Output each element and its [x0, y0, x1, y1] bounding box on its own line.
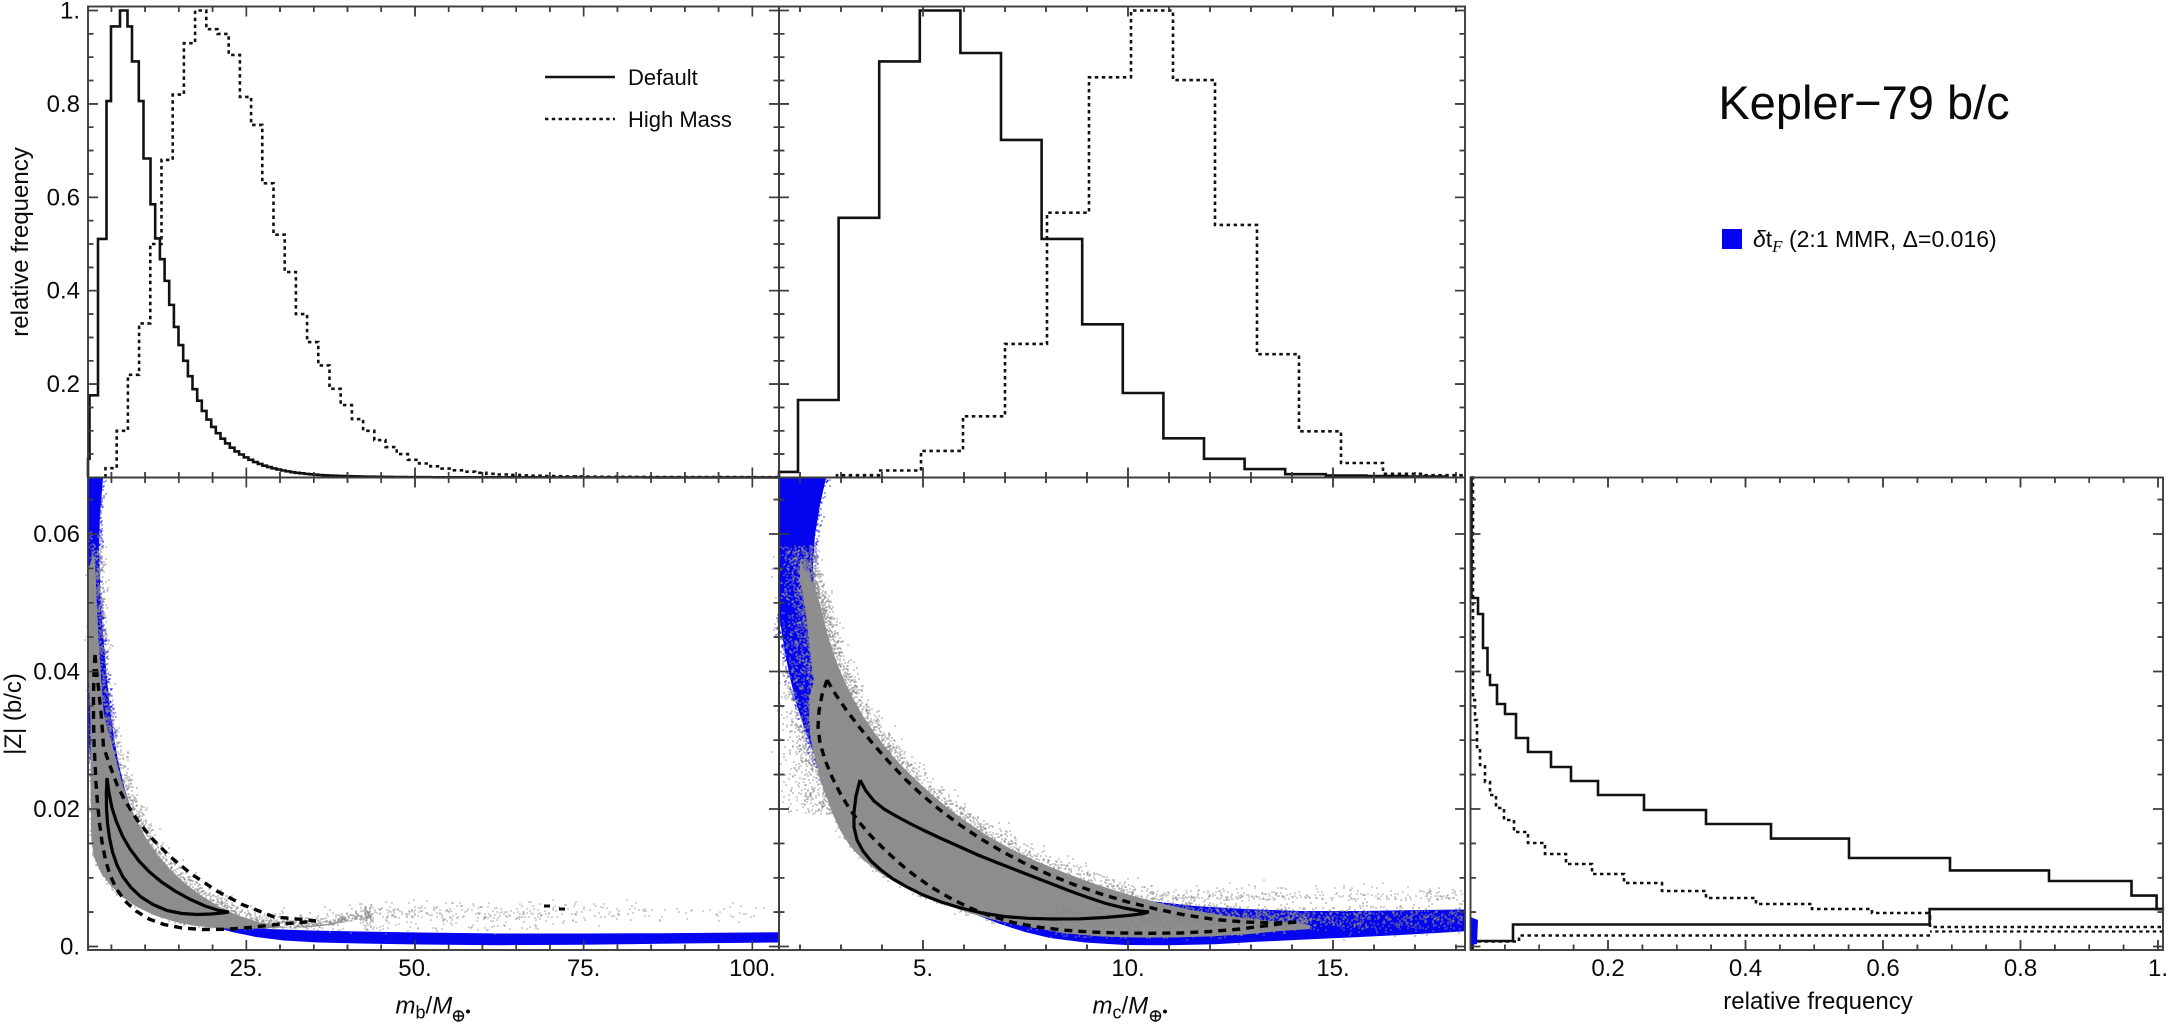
svg-text:δtF (2:1 MMR, Δ=0.016): δtF (2:1 MMR, Δ=0.016): [1753, 226, 1997, 256]
svg-text:15.: 15.: [1316, 955, 1349, 982]
svg-text:Default: Default: [628, 65, 698, 90]
svg-text:relative frequency: relative frequency: [1723, 988, 1912, 1015]
svg-text:10.: 10.: [1111, 955, 1144, 982]
svg-text:0.2: 0.2: [47, 371, 80, 398]
svg-text:0.4: 0.4: [47, 278, 80, 305]
svg-text:5.: 5.: [913, 955, 933, 982]
svg-text:0.06: 0.06: [33, 521, 80, 548]
svg-text:0.2: 0.2: [1591, 955, 1624, 982]
svg-text:0.6: 0.6: [47, 184, 80, 211]
svg-text:0.8: 0.8: [2004, 955, 2037, 982]
svg-text:mb/M: mb/M: [396, 993, 453, 1023]
svg-text:Kepler−79 b/c: Kepler−79 b/c: [1718, 76, 2009, 129]
svg-text:|Z| (b/c): |Z| (b/c): [0, 673, 27, 755]
svg-text:0.8: 0.8: [47, 91, 80, 118]
svg-text:0.02: 0.02: [33, 796, 80, 823]
svg-text:mc/M: mc/M: [1093, 993, 1149, 1023]
svg-text:100.: 100.: [729, 955, 776, 982]
svg-text:50.: 50.: [398, 955, 431, 982]
svg-text:0.6: 0.6: [1866, 955, 1899, 982]
svg-text:1.: 1.: [60, 0, 80, 25]
svg-text:High Mass: High Mass: [628, 107, 732, 132]
svg-text:0.: 0.: [60, 934, 80, 961]
svg-text:25.: 25.: [230, 955, 263, 982]
svg-text:relative frequency: relative frequency: [7, 147, 34, 336]
svg-text:0.4: 0.4: [1729, 955, 1762, 982]
svg-text:1.: 1.: [2148, 955, 2168, 982]
svg-text:75.: 75.: [567, 955, 600, 982]
svg-text:0.04: 0.04: [33, 659, 80, 686]
